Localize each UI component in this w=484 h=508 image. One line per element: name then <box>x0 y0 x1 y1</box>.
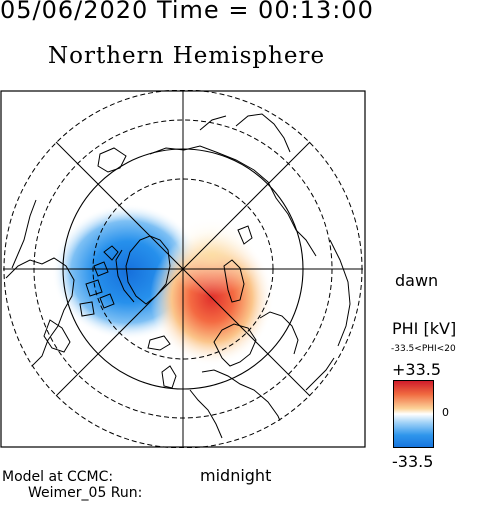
hemisphere-title: Northern Hemisphere <box>48 43 326 69</box>
dawn-label: dawn <box>395 271 439 290</box>
model-credit-line2: Weimer_05 Run: <box>28 485 143 501</box>
colorbar <box>393 380 434 448</box>
midnight-label: midnight <box>200 466 272 485</box>
colorbar-mid-label: 0 <box>442 406 449 419</box>
meridian-lines <box>3 90 363 448</box>
potential-field <box>52 204 274 366</box>
meridian-diagonal-2 <box>55 141 311 397</box>
model-credit-line1: Model at CCMC: <box>2 469 114 485</box>
page-title: 05/06/2020 Time = 00:13:00 <box>0 0 374 24</box>
coastlines <box>5 113 351 439</box>
colorbar-min-label: -33.5 <box>392 452 434 471</box>
polar-map-plot <box>0 90 366 448</box>
positive-potential-halo <box>166 216 258 296</box>
colorbar-title: PHI [kV] <box>392 319 457 338</box>
colorbar-range-text: -33.5<PHI<20 <box>391 344 456 354</box>
colorbar-max-label: +33.5 <box>392 360 442 379</box>
